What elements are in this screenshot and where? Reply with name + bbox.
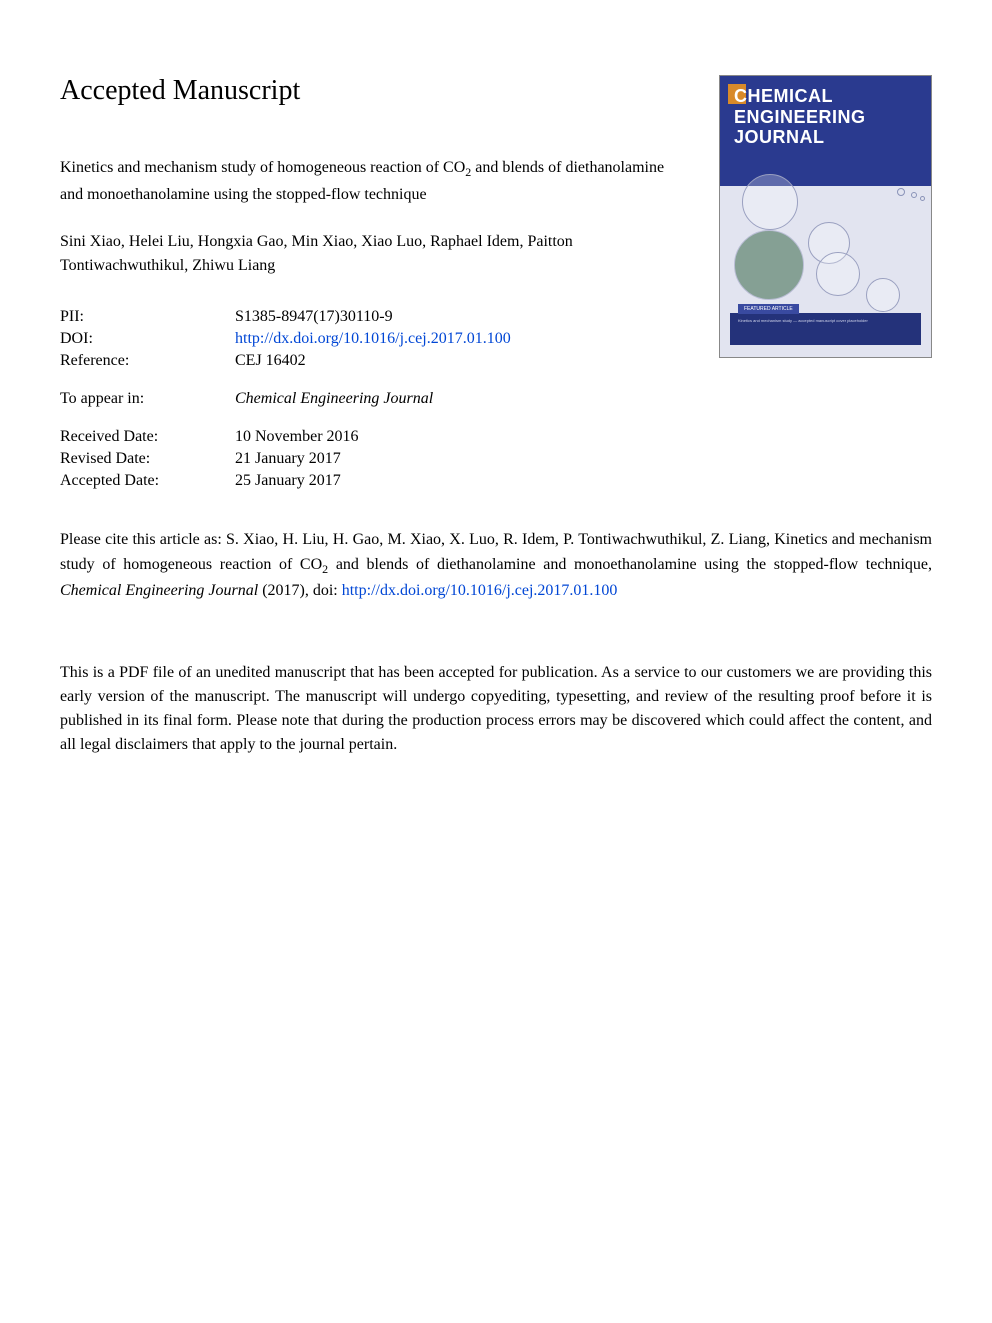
meta-value: 10 November 2016 — [235, 410, 511, 448]
meta-row-received: Received Date: 10 November 2016 — [60, 410, 511, 448]
meta-row-doi: DOI: http://dx.doi.org/10.1016/j.cej.201… — [60, 328, 511, 350]
meta-label: PII: — [60, 306, 235, 328]
meta-row-reference: Reference: CEJ 16402 — [60, 350, 511, 372]
title-text-pre: Kinetics and mechanism study of homogene… — [60, 159, 465, 176]
meta-label: DOI: — [60, 328, 235, 350]
cover-title-line: ENGINEERING — [734, 107, 866, 128]
citation-year: (2017), doi: — [258, 582, 342, 599]
cover-journal-title: CHEMICAL ENGINEERING JOURNAL — [734, 86, 866, 148]
doi-link[interactable]: http://dx.doi.org/10.1016/j.cej.2017.01.… — [235, 330, 511, 347]
meta-value: 21 January 2017 — [235, 448, 511, 470]
meta-label: Received Date: — [60, 410, 235, 448]
bubble-icon — [742, 174, 798, 230]
meta-label: Revised Date: — [60, 448, 235, 470]
citation-block: Please cite this article as: S. Xiao, H.… — [60, 528, 932, 603]
bubble-icon — [897, 188, 905, 196]
cover-title-line: JOURNAL — [734, 127, 866, 148]
journal-cover-thumbnail: CHEMICAL ENGINEERING JOURNAL FEATURED AR… — [719, 75, 932, 358]
meta-value: CEJ 16402 — [235, 350, 511, 372]
bubble-icon — [816, 252, 860, 296]
cover-title-line: CHEMICAL — [734, 86, 866, 107]
meta-row-pii: PII: S1385-8947(17)30110-9 — [60, 306, 511, 328]
meta-label: Reference: — [60, 350, 235, 372]
authors-list: Sini Xiao, Helei Liu, Hongxia Gao, Min X… — [60, 230, 670, 278]
bubble-icon — [920, 196, 925, 201]
meta-row-appear: To appear in: Chemical Engineering Journ… — [60, 372, 511, 410]
bubble-icon — [866, 278, 900, 312]
featured-text: Kinetics and mechanism study — accepted … — [730, 313, 921, 324]
cover-body: FEATURED ARTICLE Kinetics and mechanism … — [720, 186, 931, 358]
meta-value: 25 January 2017 — [235, 470, 511, 492]
cover-featured-strip: FEATURED ARTICLE Kinetics and mechanism … — [730, 313, 921, 345]
meta-value: Chemical Engineering Journal — [235, 372, 511, 410]
meta-row-accepted: Accepted Date: 25 January 2017 — [60, 470, 511, 492]
citation-doi-link[interactable]: http://dx.doi.org/10.1016/j.cej.2017.01.… — [342, 582, 618, 599]
citation-journal: Chemical Engineering Journal — [60, 582, 258, 599]
metadata-table: PII: S1385-8947(17)30110-9 DOI: http://d… — [60, 306, 511, 492]
meta-row-revised: Revised Date: 21 January 2017 — [60, 448, 511, 470]
article-title: Kinetics and mechanism study of homogene… — [60, 155, 670, 208]
page-heading: Accepted Manuscript — [60, 75, 670, 107]
bubble-icon — [734, 230, 804, 300]
citation-mid: and blends of diethanolamine and monoeth… — [328, 556, 932, 573]
meta-value: S1385-8947(17)30110-9 — [235, 306, 511, 328]
meta-label: Accepted Date: — [60, 470, 235, 492]
featured-label: FEATURED ARTICLE — [738, 304, 799, 314]
disclaimer-text: This is a PDF file of an unedited manusc… — [60, 661, 932, 757]
bubble-icon — [911, 192, 917, 198]
cover-header: CHEMICAL ENGINEERING JOURNAL — [720, 76, 931, 186]
meta-label: To appear in: — [60, 372, 235, 410]
